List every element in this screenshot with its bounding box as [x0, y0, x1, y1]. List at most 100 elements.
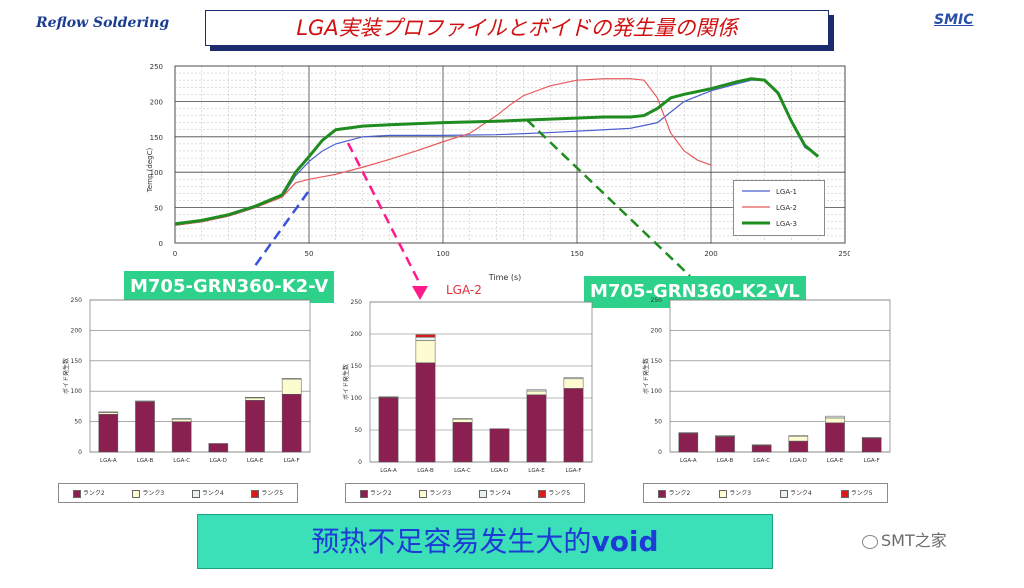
bar-LGA-E-ランク4	[245, 397, 265, 399]
bar-y-tick: 0	[78, 449, 82, 456]
legend-label: ランク2	[82, 490, 105, 498]
legend-swatch	[359, 489, 368, 498]
legend-item: ランク5	[538, 488, 570, 498]
bar-LGA-B-ランク4	[135, 400, 155, 402]
banner-void: void	[591, 525, 659, 558]
company-logo: SMIC	[934, 12, 974, 28]
legend-swatch	[719, 489, 728, 498]
bar-LGA-C-ランク4	[452, 418, 473, 420]
bar-LGA-E-ランク3	[245, 397, 265, 401]
bar-LGA-D-ランク2	[788, 440, 809, 453]
legend-label: ランク2	[369, 490, 392, 498]
bar-y-tick: 200	[71, 327, 83, 334]
bar-LGA-B-ランク2	[415, 362, 436, 463]
bar-LGA-E-ランク2	[245, 400, 265, 453]
y-tick-label: 200	[150, 98, 163, 106]
bar-x-tick: LGA-A	[680, 458, 697, 464]
bar-x-tick: LGA-B	[137, 458, 154, 464]
bar-LGA-E-ランク4	[526, 389, 547, 392]
legend-item: ランク5	[251, 488, 283, 498]
bar-chart-2-legend: ランク2 ランク3 ランク4 ランク5	[345, 483, 585, 503]
legend-swatch	[191, 489, 200, 498]
legend-label-LGA-3: LGA-3	[776, 220, 797, 228]
bar-LGA-F-ランク2	[861, 437, 882, 453]
bar-y-tick: 250	[71, 297, 83, 304]
legend-label: ランク3	[429, 490, 452, 498]
legend-swatch	[538, 489, 547, 498]
bar-y-tick: 150	[351, 363, 363, 370]
x-tick-label: 250	[838, 250, 850, 258]
y-tick-label: 150	[150, 134, 163, 142]
bar-LGA-E-ランク3	[526, 390, 547, 396]
bar-LGA-B-ランク3	[415, 340, 436, 364]
legend-label-LGA-2: LGA-2	[776, 204, 797, 212]
bar-x-tick: LGA-D	[210, 458, 227, 464]
legend-swatch	[251, 489, 260, 498]
bar-y-tick: 100	[71, 388, 83, 395]
watermark: SMT之家	[862, 527, 947, 551]
watermark-text: SMT之家	[881, 531, 947, 550]
bar-LGA-F-ランク3	[563, 378, 584, 389]
void-bar-chart-2: 0 50 100 150 200 250 ボイド発生数 LGA-A LGA-B LGA-C LGA-…	[342, 299, 593, 474]
legend-item: ランク4	[191, 488, 224, 498]
solder-label-left: M705-GRN360-K2-V	[124, 271, 335, 303]
bar-x-tick: LGA-C	[173, 458, 190, 464]
bar-LGA-F-ランク2	[281, 393, 302, 453]
bar-LGA-B-ランク4	[715, 435, 735, 437]
legend-item: ランク2	[72, 488, 105, 498]
bar-chart-2-title: LGA-2	[446, 283, 482, 297]
main-chart-y-label: Temp (degC)	[146, 148, 154, 194]
bar-y-tick: 50	[354, 427, 362, 434]
bar-y-label: ボイド発生数	[62, 358, 70, 394]
bar-LGA-E-ランク2	[825, 422, 845, 453]
bar-y-tick: 100	[351, 395, 363, 402]
bar-LGA-A-ランク4	[378, 396, 399, 398]
bar-y-label: ボイド発生数	[642, 358, 650, 394]
legend-label: ランク3	[142, 490, 165, 498]
bar-y-tick: 100	[651, 388, 663, 395]
void-bar-chart-1: 0 50 100 150 200 250 ボイド発生数 LGA-A LGA-B LGA-C LGA-…	[62, 297, 311, 464]
legend-label: ランク4	[201, 490, 224, 498]
bar-LGA-A-ランク4	[98, 411, 119, 413]
bar-LGA-A-ランク2	[98, 414, 119, 453]
bar-y-tick: 150	[651, 358, 663, 365]
bar-LGA-B-ランク2	[715, 436, 735, 453]
y-tick-label: 50	[154, 205, 163, 213]
bar-y-tick: 250	[351, 299, 363, 306]
legend-swatch	[779, 489, 788, 498]
bar-chart-3-legend: ランク2 ランク3 ランク4 ランク5	[643, 483, 888, 503]
bar-LGA-F-ランク3	[281, 378, 302, 395]
bar-x-tick: LGA-F	[565, 468, 581, 474]
bar-LGA-A-ランク4	[678, 432, 699, 434]
bar-y-tick: 250	[651, 297, 663, 304]
main-chart-x-label: Time (s)	[488, 273, 522, 282]
bar-LGA-B-ランク4	[415, 336, 436, 341]
bar-LGA-C-ランク2	[452, 422, 473, 463]
bar-LGA-F-ランク4	[563, 377, 584, 380]
legend-label: ランク5	[548, 490, 571, 498]
bar-LGA-D-ランク2	[208, 443, 229, 453]
y-tick-label: 250	[150, 63, 163, 71]
bar-x-tick: LGA-E	[827, 458, 844, 464]
conclusion-banner: 预热不足容易发生大的void	[197, 514, 773, 569]
legend-label: ランク2	[668, 490, 691, 498]
bar-plot-area	[369, 301, 593, 463]
bar-x-tick: LGA-C	[753, 458, 770, 464]
legend-item: ランク5	[840, 488, 873, 498]
bar-LGA-F-ランク4	[281, 378, 302, 380]
legend-label-LGA-1: LGA-1	[776, 188, 797, 196]
y-tick-label: 0	[159, 240, 163, 248]
legend-swatch	[840, 489, 849, 498]
legend-item: ランク3	[132, 488, 164, 498]
x-tick-label: 200	[704, 250, 717, 258]
bar-LGA-C-ランク2	[751, 445, 772, 453]
bar-x-tick: LGA-A	[100, 458, 117, 464]
bar-LGA-D-ランク3	[788, 435, 809, 442]
bar-LGA-C-ランク2	[171, 421, 192, 453]
legend-label: ランク5	[261, 490, 284, 498]
y-tick-label: 100	[150, 169, 163, 177]
bar-chart-1-legend: ランク2 ランク3 ランク4 ランク5	[58, 483, 298, 503]
bar-LGA-F-ランク2	[563, 388, 584, 463]
bar-LGA-D-ランク2	[489, 428, 510, 463]
bar-x-tick: LGA-D	[491, 468, 508, 474]
